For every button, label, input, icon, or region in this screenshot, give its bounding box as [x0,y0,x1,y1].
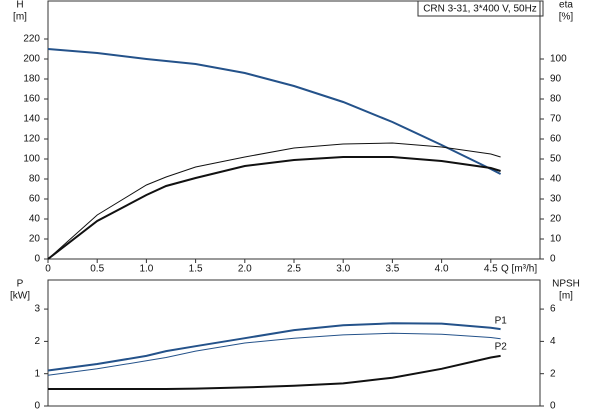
y2-tick-label: 30 [550,194,562,205]
y-tick-label: 200 [23,54,40,65]
y-tick-label: 80 [29,174,41,185]
y2-axis-label: [m] [559,291,573,302]
y-tick-label: 40 [29,214,41,225]
y2-tick-label: 4 [550,336,556,347]
plot-frame [47,279,541,407]
curve [47,142,501,260]
y-tick-label: 140 [23,114,40,125]
curve-label: P2 [495,341,508,352]
curve [47,48,502,175]
x-axis-label: Q [m³/h] [501,264,537,275]
y2-tick-label: 10 [550,234,562,245]
y2-tick-label: 0 [550,401,556,412]
y-tick-label: 2 [34,336,40,347]
y-axis-label: [m] [13,12,27,23]
x-tick-label: 0.5 [90,264,104,275]
y2-tick-label: 100 [550,54,567,65]
y2-axis-label: eta [559,0,573,11]
x-tick-label: 4.0 [435,264,449,275]
y2-tick-label: 60 [550,134,562,145]
y-tick-label: 3 [34,304,40,315]
x-tick-label: 2.5 [287,264,301,275]
y2-tick-label: 50 [550,154,562,165]
y2-tick-label: 6 [550,304,556,315]
y2-tick-label: 90 [550,74,562,85]
curve [47,322,501,372]
curve [48,354,501,390]
y2-tick-label: 40 [550,174,562,185]
y-axis-label: H [16,0,23,11]
y2-tick-label: 20 [550,214,562,225]
y-tick-label: 0 [34,254,40,265]
curve-label: P1 [495,316,508,327]
y-tick-label: 220 [23,34,40,45]
y-tick-label: 120 [23,134,40,145]
plot-frame [47,0,541,260]
y2-tick-label: 70 [550,114,562,125]
y-tick-label: 1 [34,368,40,379]
x-tick-label: 4.5 [484,264,498,275]
y-tick-label: 180 [23,74,40,85]
y2-tick-label: 80 [550,94,562,105]
y-axis-label: P [17,279,24,290]
x-tick-label: 2.0 [238,264,252,275]
y-axis-label: [kW] [10,291,30,302]
y-tick-label: 60 [29,194,41,205]
y-tick-label: 100 [23,154,40,165]
x-tick-label: 1.0 [139,264,153,275]
title-box [417,0,544,17]
x-tick-label: 0 [45,264,51,275]
y-tick-label: 20 [29,234,41,245]
y-tick-label: 160 [23,94,40,105]
y2-tick-label: 0 [550,254,556,265]
y2-axis-label: NPSH [552,279,580,290]
curve [47,156,501,260]
chart-title: CRN 3-31, 3*400 V, 50Hz [423,4,537,15]
y2-axis-label: [%] [559,12,574,23]
curve [47,332,501,376]
x-tick-label: 3.0 [336,264,350,275]
y-tick-label: 0 [34,401,40,412]
y2-tick-label: 2 [550,368,556,379]
x-tick-label: 1.5 [189,264,203,275]
x-tick-label: 3.5 [385,264,399,275]
